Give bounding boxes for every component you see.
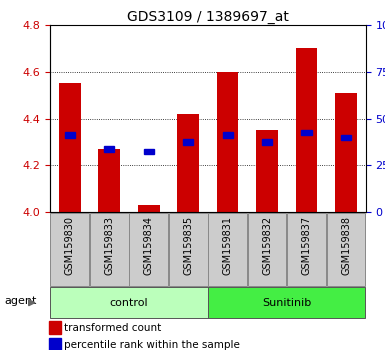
FancyBboxPatch shape xyxy=(327,213,365,286)
Bar xyxy=(49,321,60,334)
Bar xyxy=(256,130,278,212)
Bar xyxy=(65,132,75,138)
Text: GSM159832: GSM159832 xyxy=(262,216,272,275)
FancyBboxPatch shape xyxy=(248,213,286,286)
FancyBboxPatch shape xyxy=(50,213,89,286)
FancyBboxPatch shape xyxy=(169,213,208,286)
Bar xyxy=(49,338,60,351)
Bar xyxy=(104,146,114,152)
Text: control: control xyxy=(110,298,148,308)
FancyBboxPatch shape xyxy=(287,213,326,286)
Bar xyxy=(341,135,351,140)
Bar xyxy=(144,149,154,154)
Bar xyxy=(301,130,312,136)
Bar xyxy=(99,149,120,212)
Text: transformed count: transformed count xyxy=(64,322,161,332)
Text: percentile rank within the sample: percentile rank within the sample xyxy=(64,340,240,350)
Text: GSM159835: GSM159835 xyxy=(183,216,193,275)
Bar xyxy=(262,139,272,145)
FancyBboxPatch shape xyxy=(129,213,168,286)
FancyBboxPatch shape xyxy=(208,213,247,286)
FancyBboxPatch shape xyxy=(208,287,365,318)
Bar xyxy=(335,93,357,212)
Text: GSM159838: GSM159838 xyxy=(341,216,351,275)
Text: GSM159831: GSM159831 xyxy=(223,216,233,275)
Title: GDS3109 / 1389697_at: GDS3109 / 1389697_at xyxy=(127,10,289,24)
Text: Sunitinib: Sunitinib xyxy=(262,298,311,308)
Bar xyxy=(217,72,238,212)
Text: GSM159833: GSM159833 xyxy=(104,216,114,275)
FancyBboxPatch shape xyxy=(50,287,208,318)
Bar xyxy=(183,139,193,145)
Bar xyxy=(138,205,159,212)
Bar xyxy=(177,114,199,212)
Bar xyxy=(223,132,233,138)
FancyBboxPatch shape xyxy=(90,213,129,286)
Text: GSM159837: GSM159837 xyxy=(301,216,311,275)
Bar xyxy=(296,48,317,212)
Text: GSM159834: GSM159834 xyxy=(144,216,154,275)
Text: agent: agent xyxy=(4,296,36,306)
Text: GSM159830: GSM159830 xyxy=(65,216,75,275)
Bar xyxy=(59,84,80,212)
